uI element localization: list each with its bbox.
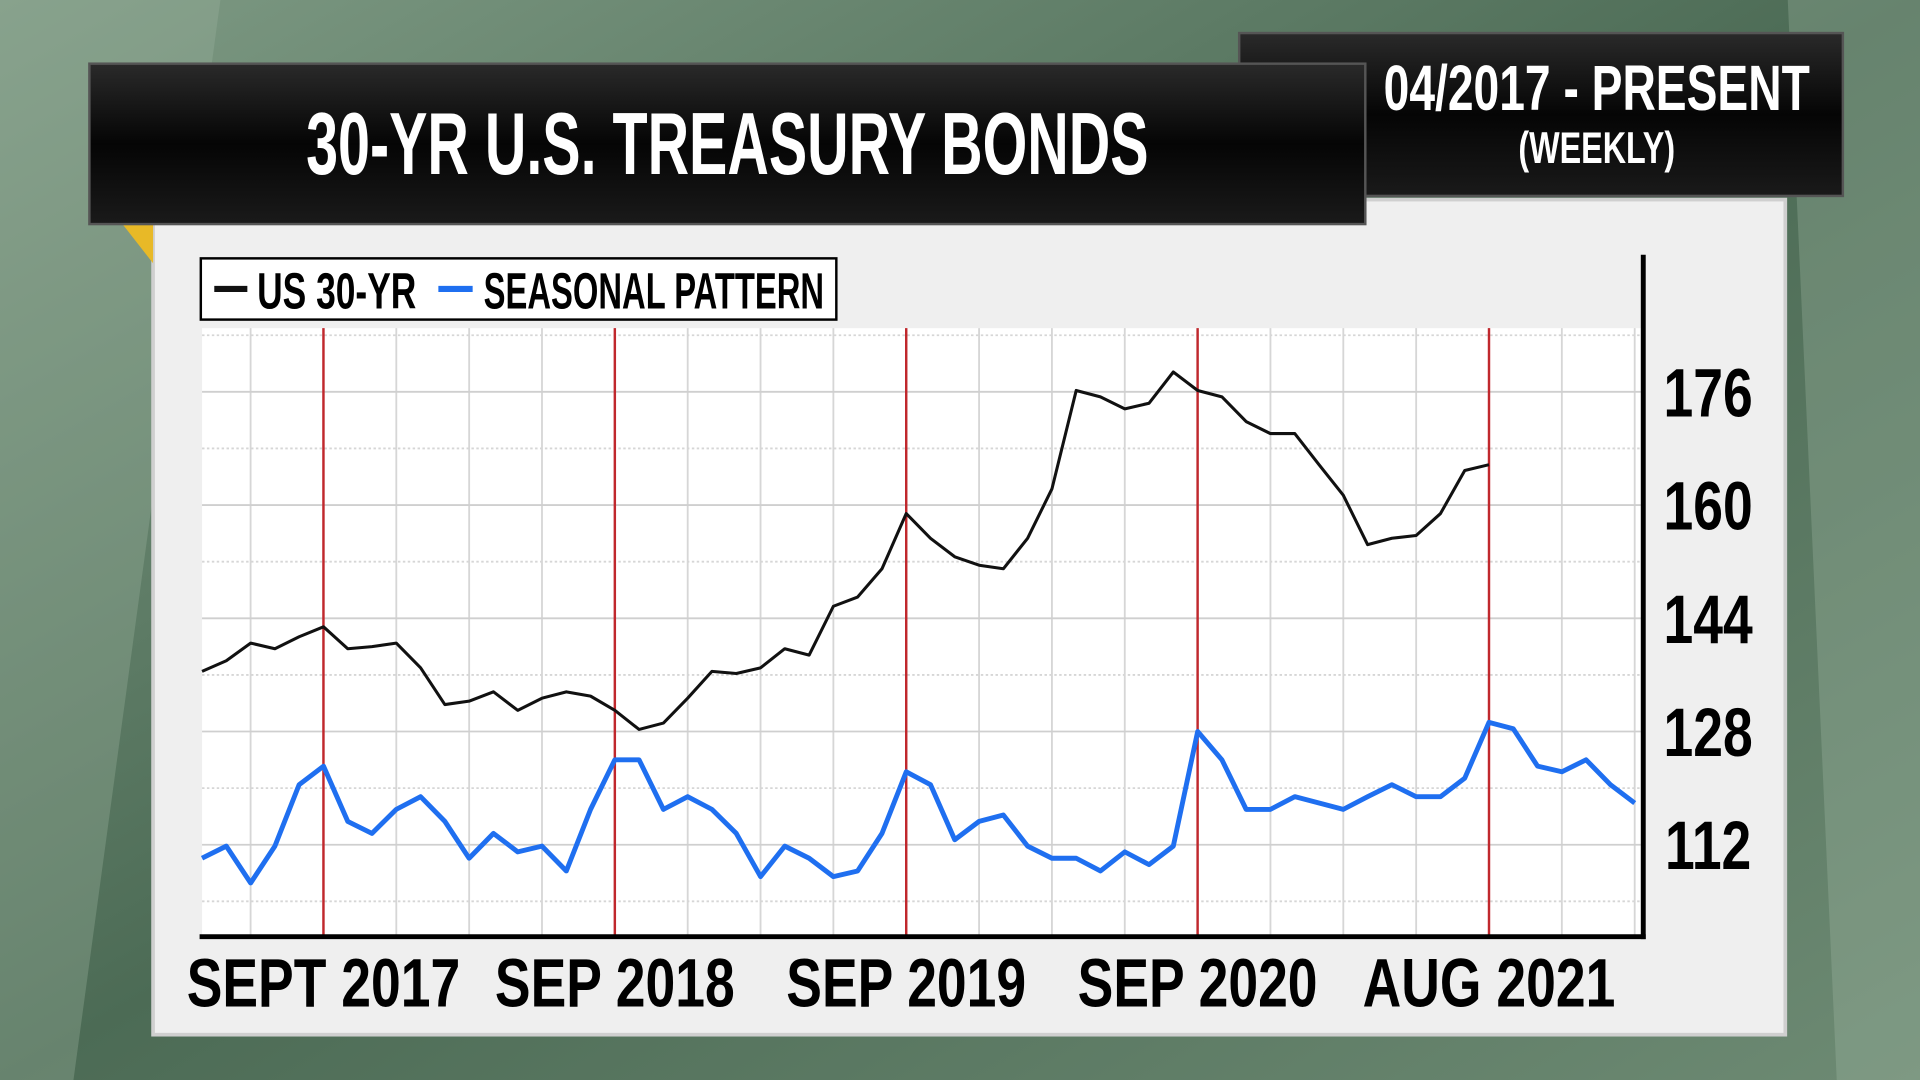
- y-tick-label: 144: [1664, 581, 1753, 658]
- series-line: [201, 370, 1490, 731]
- x-tick-label: SEP 2020: [1078, 945, 1318, 1022]
- period: 04/2017 - PRESENT: [1384, 53, 1810, 124]
- title: 30-YR U.S. TREASURY BONDS: [306, 94, 1148, 193]
- title-bar: [88, 62, 1367, 226]
- y-tick-label: 176: [1664, 355, 1753, 432]
- legend-label: SEASONAL PATTERN: [484, 262, 824, 320]
- legend-label: US 30-YR: [257, 262, 416, 320]
- y-tick-label: 160: [1664, 468, 1753, 545]
- y-tick-label: 128: [1664, 695, 1753, 772]
- background-shape: [1787, 0, 1920, 1080]
- plot-area: [202, 328, 1641, 937]
- y-tick-label: 112: [1665, 808, 1751, 885]
- x-tick-label: AUG 2021: [1363, 945, 1616, 1022]
- frequency: (WEEKLY): [1518, 124, 1675, 173]
- x-tick-label: SEPT 2017: [187, 945, 461, 1022]
- series-line: [200, 719, 1637, 886]
- x-tick-label: SEP 2018: [495, 945, 735, 1022]
- legend: [199, 257, 838, 321]
- x-tick-label: SEP 2019: [786, 945, 1026, 1022]
